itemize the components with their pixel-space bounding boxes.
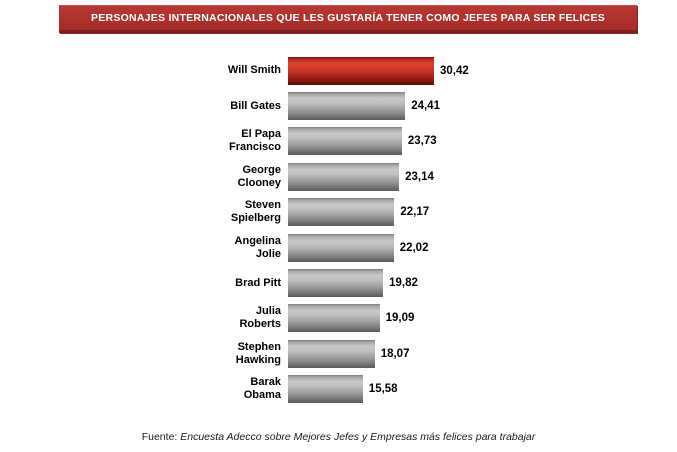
chart-row: Brad Pitt 19,82 (0, 265, 677, 300)
bar (288, 92, 406, 121)
value-label: 23,14 (405, 170, 434, 183)
source-text: Encuesta Adecco sobre Mejores Jefes y Em… (180, 431, 536, 443)
chart-row: Will Smith 30,42 (0, 53, 677, 88)
bar (288, 162, 400, 191)
category-label: Stephen Hawking (235, 340, 281, 366)
value-label: 24,41 (411, 100, 440, 113)
value-label: 19,09 (385, 312, 415, 325)
bar (288, 233, 394, 262)
category-label: Bill Gates (230, 99, 281, 112)
category-label: El Papa Francisco (229, 128, 281, 154)
chart-rows: Will Smith 30,42 Bill Gates 24,41 El Papa Fr… (0, 53, 677, 407)
value-label: 19,82 (389, 277, 418, 290)
chart-title: PERSONAJES INTERNACIONALES QUE LES GUSTA… (91, 12, 605, 24)
category-label: Steven Spielberg (230, 199, 281, 225)
value-label: 30,42 (440, 64, 469, 77)
category-label: Brad Pitt (235, 276, 281, 289)
value-label: 15,58 (368, 383, 398, 396)
bar-highlighted (288, 56, 434, 85)
category-label: Will Smith (227, 64, 281, 77)
category-label: Barak Obama (243, 376, 281, 402)
chart-row: Steven Spielberg 22,17 (0, 195, 677, 230)
category-label: Julia Roberts (239, 305, 281, 331)
chart-row: Stephen Hawking 18,07 (0, 336, 677, 371)
chart-row: George Clooney 23,14 (0, 159, 677, 194)
chart-row: Bill Gates 24,41 (0, 88, 677, 123)
title-banner: PERSONAJES INTERNACIONALES QUE LES GUSTA… (59, 5, 637, 33)
value-label: 18,07 (380, 347, 410, 360)
chart-row: Julia Roberts 19,09 (0, 301, 677, 336)
bar (288, 339, 375, 368)
category-label: George Clooney (237, 163, 281, 189)
bar (288, 198, 395, 227)
value-label: 22,02 (399, 241, 429, 254)
bar (288, 127, 402, 156)
chart-row: Barak Obama 15,58 (0, 372, 677, 407)
value-label: 22,17 (400, 206, 430, 219)
chart-row: Angelina Jolie 22,02 (0, 230, 677, 265)
source-prefix: Fuente: (141, 431, 181, 443)
bar (288, 304, 380, 333)
chart-row: El Papa Francisco 23,73 (0, 124, 677, 159)
bar (288, 375, 363, 404)
bar (288, 269, 384, 298)
source-note: Fuente: Encuesta Adecco sobre Mejores Je… (0, 431, 677, 443)
value-label: 23,73 (407, 135, 437, 148)
category-label: Angelina Jolie (234, 234, 281, 260)
